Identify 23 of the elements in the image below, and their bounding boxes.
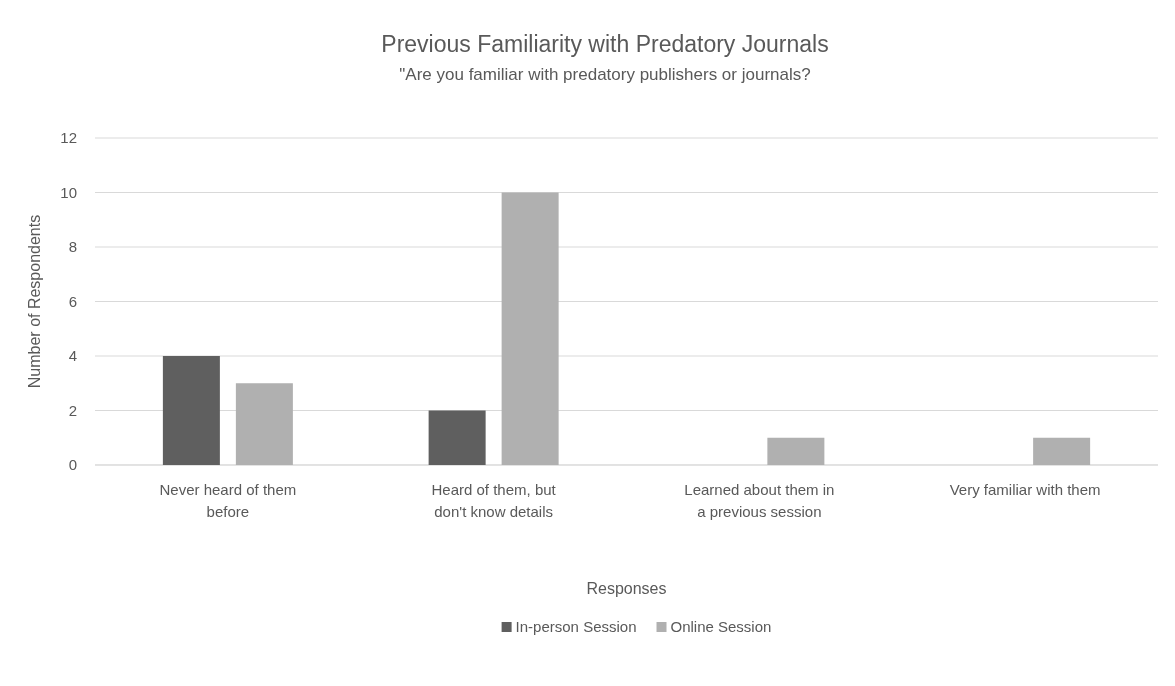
bar — [162, 356, 220, 465]
bar — [428, 410, 486, 465]
chart-title: Previous Familiarity with Predatory Journals — [381, 31, 829, 57]
y-tick-label: 2 — [68, 401, 77, 419]
x-tick-label: Learned about them in a previous session — [684, 481, 835, 520]
y-tick-label: 10 — [60, 183, 77, 201]
x-tick-label: Heard of them, but don't know details — [431, 481, 557, 520]
bar — [1033, 437, 1091, 465]
y-tick-label: 0 — [68, 456, 77, 473]
chart-subtitle: "Are you familiar with predatory publishers or journals? — [399, 65, 811, 84]
legend-label: Online Session — [670, 618, 772, 635]
bar — [235, 383, 293, 465]
bar — [767, 437, 825, 465]
x-tick-label: Never heard of them before — [159, 481, 297, 520]
y-tick-label: 6 — [68, 292, 77, 310]
legend-label: In-person Session — [515, 618, 637, 635]
bar — [501, 192, 559, 465]
y-axis-title: Number of Respondents — [26, 214, 43, 389]
x-axis-title: Responses — [586, 580, 667, 597]
y-tick-label: 4 — [68, 347, 77, 364]
y-tick-label: 8 — [68, 238, 77, 255]
y-tick-label: 12 — [60, 129, 77, 146]
x-tick-label: Very familiar with them — [949, 481, 1101, 498]
